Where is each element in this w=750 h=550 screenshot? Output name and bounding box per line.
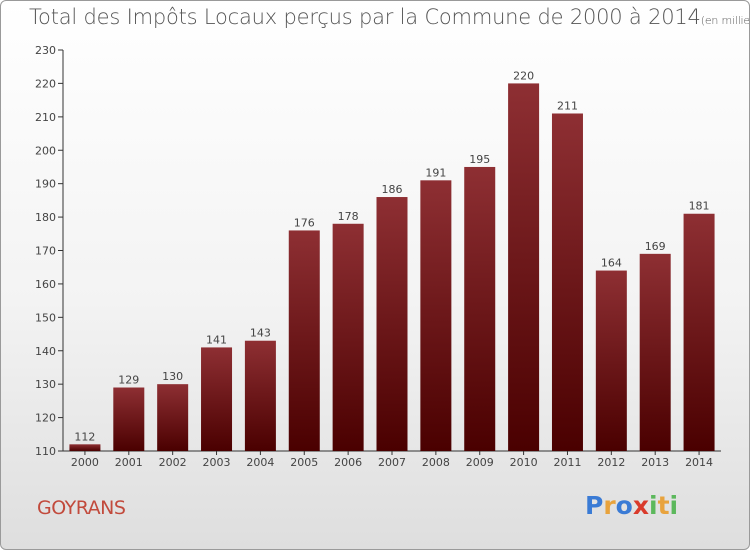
bar (595, 270, 627, 451)
bar (508, 83, 540, 452)
chart-title: Total des Impôts Locaux perçus par la Co… (29, 5, 750, 29)
bar-value-label: 130 (162, 370, 183, 383)
commune-name: GOYRANS (37, 497, 126, 519)
bar-value-label: 141 (206, 333, 227, 346)
y-tick-label: 200 (35, 144, 56, 157)
bar (201, 347, 233, 451)
bar (244, 340, 276, 451)
bar (551, 113, 583, 451)
x-tick-label: 2010 (510, 456, 538, 469)
x-tick-label: 2011 (553, 456, 581, 469)
y-tick-label: 150 (35, 311, 56, 324)
logo-letter: i (669, 491, 679, 520)
x-tick-label: 2001 (115, 456, 143, 469)
chart-bars: 112 129 130 141 143 176 178 186 191 195 220 211 164 1… (69, 69, 715, 452)
y-tick-label: 120 (35, 412, 56, 425)
x-tick-label: 2006 (334, 456, 362, 469)
chart-axes: 110 120 130 140 150 160 170 180 190 200 210 220 230 2… (35, 44, 721, 469)
logo-letter: t (657, 491, 670, 520)
bar (683, 213, 715, 451)
chart-title-unit: (en milliers d'€) (700, 14, 750, 27)
bar (376, 197, 408, 451)
bar-value-label: 186 (382, 183, 403, 196)
bar-value-label: 164 (601, 257, 622, 270)
x-tick-label: 2013 (641, 456, 669, 469)
x-tick-label: 2012 (597, 456, 625, 469)
y-tick-label: 160 (35, 278, 56, 291)
bar-value-label: 129 (118, 374, 139, 387)
y-tick-label: 140 (35, 345, 56, 358)
bar-value-label: 211 (557, 99, 578, 112)
x-tick-label: 2000 (71, 456, 99, 469)
x-tick-label: 2002 (159, 456, 187, 469)
bar-value-label: 195 (469, 153, 490, 166)
bar (288, 230, 320, 451)
bar (639, 253, 671, 451)
logo-letter: r (603, 491, 616, 520)
bar (464, 166, 496, 452)
y-tick-label: 110 (35, 445, 56, 458)
bar (69, 444, 101, 451)
bar (113, 387, 145, 451)
x-tick-label: 2009 (466, 456, 494, 469)
logo-letter: o (615, 491, 633, 520)
proxiti-logo: Proxiti (585, 491, 678, 520)
bar-value-label: 169 (645, 240, 666, 253)
bar-value-label: 181 (689, 200, 710, 213)
bar-value-label: 143 (250, 327, 271, 340)
logo-letter: x (632, 491, 649, 520)
x-tick-label: 2003 (203, 456, 231, 469)
bar-value-label: 112 (74, 430, 95, 443)
logo-letter: P (585, 491, 604, 520)
bar-value-label: 176 (294, 216, 315, 229)
y-tick-label: 180 (35, 211, 56, 224)
bar (332, 223, 364, 451)
y-tick-label: 190 (35, 178, 56, 191)
y-tick-label: 170 (35, 245, 56, 258)
x-tick-label: 2014 (685, 456, 713, 469)
bar (157, 384, 189, 451)
x-tick-label: 2005 (290, 456, 318, 469)
x-tick-label: 2008 (422, 456, 450, 469)
y-tick-label: 230 (35, 44, 56, 57)
y-tick-label: 210 (35, 111, 56, 124)
y-tick-label: 130 (35, 378, 56, 391)
bar (420, 180, 452, 451)
y-tick-label: 220 (35, 77, 56, 90)
x-tick-label: 2004 (246, 456, 274, 469)
x-tick-label: 2007 (378, 456, 406, 469)
chart-title-text: Total des Impôts Locaux perçus par la Co… (29, 5, 701, 29)
bar-value-label: 191 (425, 166, 446, 179)
logo-letter: i (649, 491, 658, 520)
bar-value-label: 178 (338, 210, 359, 223)
bar-value-label: 220 (513, 69, 534, 82)
